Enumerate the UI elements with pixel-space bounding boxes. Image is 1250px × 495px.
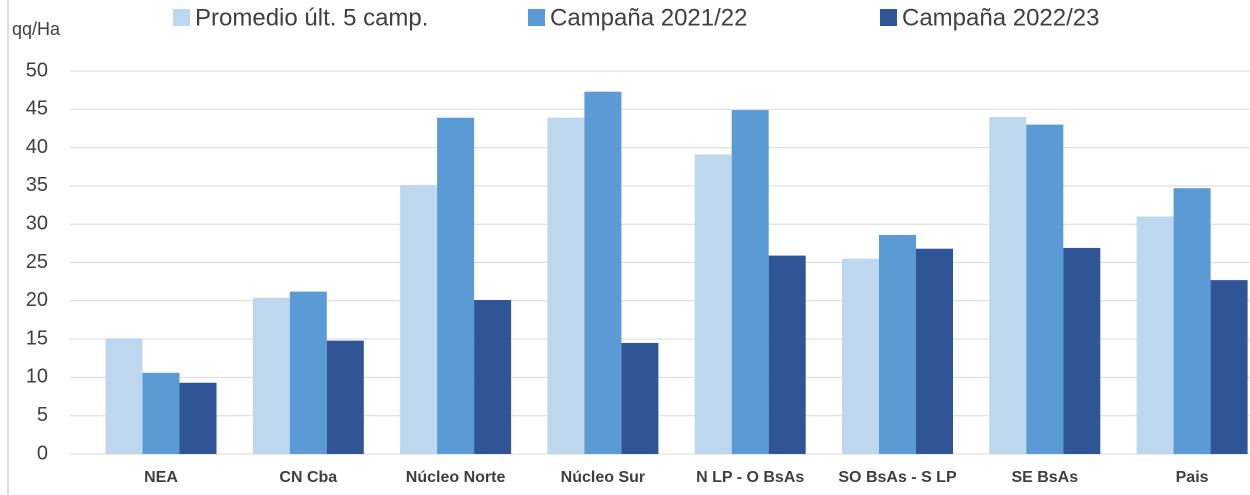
bar bbox=[879, 234, 916, 454]
bar bbox=[1063, 247, 1101, 454]
bar bbox=[1210, 280, 1248, 454]
legend-label: Promedio últ. 5 camp. bbox=[195, 4, 428, 31]
bar bbox=[105, 338, 143, 454]
bar bbox=[621, 342, 659, 454]
legend-swatch bbox=[880, 9, 897, 26]
x-tick-label: NEA bbox=[144, 469, 178, 486]
bar bbox=[1026, 124, 1064, 455]
bar bbox=[1136, 216, 1174, 454]
y-tick-label: 40 bbox=[26, 136, 48, 158]
y-tick-label: 50 bbox=[26, 59, 48, 81]
y-tick-label: 35 bbox=[26, 174, 48, 196]
legend-label: Campaña 2021/22 bbox=[550, 4, 747, 31]
bar bbox=[916, 248, 953, 454]
bar bbox=[326, 340, 364, 454]
bar bbox=[400, 185, 438, 454]
bar bbox=[252, 297, 290, 454]
x-tick-label: Núcleo Sur bbox=[561, 469, 645, 486]
y-tick-label: 10 bbox=[26, 366, 48, 388]
bar bbox=[547, 117, 585, 454]
y-tick-label: 15 bbox=[26, 327, 48, 349]
bar bbox=[142, 372, 180, 454]
y-tick-label: 30 bbox=[26, 212, 48, 234]
bar bbox=[768, 255, 806, 454]
bar bbox=[437, 117, 475, 454]
x-tick-label: Pais bbox=[1176, 469, 1209, 486]
legend-label: Campaña 2022/23 bbox=[902, 4, 1099, 31]
bar bbox=[694, 154, 732, 454]
y-tick-label: 25 bbox=[26, 251, 48, 273]
legend-swatch bbox=[173, 9, 190, 26]
y-tick-label: 5 bbox=[37, 404, 48, 426]
bar bbox=[842, 258, 879, 454]
x-tick-label: Núcleo Norte bbox=[406, 469, 506, 486]
x-tick-label: SO BsAs - S LP bbox=[838, 469, 957, 486]
bar bbox=[731, 110, 769, 454]
bar bbox=[584, 91, 622, 454]
bar bbox=[289, 291, 327, 454]
bar bbox=[179, 382, 217, 454]
y-tick-label: 20 bbox=[26, 289, 48, 311]
bar bbox=[989, 116, 1027, 455]
legend-swatch bbox=[528, 9, 545, 26]
y-tick-label: 0 bbox=[37, 442, 48, 464]
y-axis-label: qq/Ha bbox=[12, 19, 61, 39]
bar bbox=[1173, 188, 1211, 454]
y-tick-label: 45 bbox=[26, 98, 48, 120]
bar bbox=[474, 300, 512, 454]
x-tick-label: SE BsAs bbox=[1011, 469, 1078, 486]
x-tick-label: N LP - O BsAs bbox=[696, 469, 804, 486]
x-tick-label: CN Cba bbox=[279, 469, 337, 486]
